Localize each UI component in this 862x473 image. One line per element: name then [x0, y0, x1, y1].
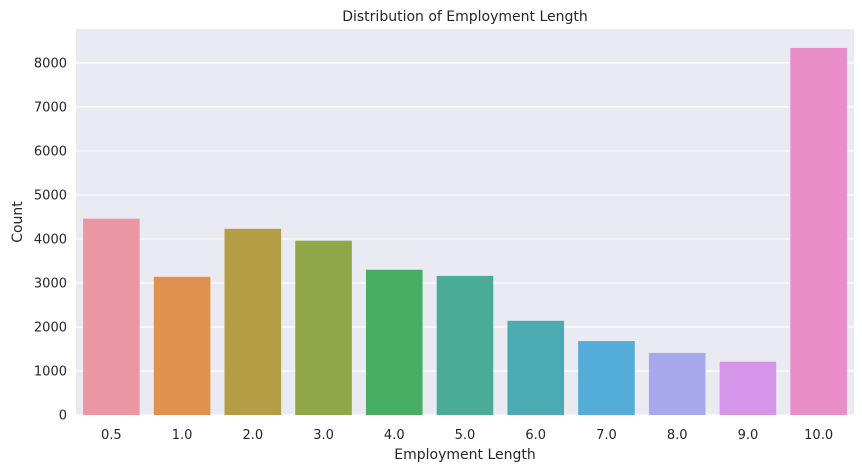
- x-tick-label-0.5: 0.5: [101, 428, 122, 443]
- bar-9.0: [719, 361, 777, 415]
- x-tick-label-2.0: 2.0: [242, 428, 263, 443]
- x-axis-label: Employment Length: [394, 447, 535, 463]
- bar-7.0: [578, 341, 635, 415]
- bar-2.0: [224, 228, 282, 415]
- y-tick-labels: 0 1000 2000 3000 4000 5000 6000 7000 8000: [34, 56, 67, 423]
- y-axis-label: Count: [10, 201, 26, 243]
- x-tick-label-8.0: 8.0: [667, 428, 688, 443]
- bar-0.5: [83, 218, 140, 415]
- x-tick-label-9.0: 9.0: [738, 428, 759, 443]
- chart-title: Distribution of Employment Length: [342, 9, 588, 25]
- bar-5.0: [436, 275, 494, 415]
- y-tick-label-6: 6000: [34, 144, 67, 159]
- y-tick-label-1: 1000: [34, 364, 67, 379]
- x-tick-label-7.0: 7.0: [596, 428, 617, 443]
- x-tick-labels: 0.5 1.0 2.0 3.0 4.0 5.0 6.0 7.0 8.0 9.0 10.0: [101, 428, 833, 443]
- y-tick-label-8: 8000: [34, 56, 67, 71]
- x-tick-label-10.0: 10.0: [804, 428, 833, 443]
- y-tick-label-2: 2000: [34, 320, 67, 335]
- x-tick-label-5.0: 5.0: [455, 428, 476, 443]
- bar-8.0: [648, 352, 706, 415]
- bar-4.0: [365, 269, 423, 415]
- y-tick-label-5: 5000: [34, 188, 67, 203]
- y-tick-label-7: 7000: [34, 100, 67, 115]
- x-tick-label-1.0: 1.0: [172, 428, 193, 443]
- y-tick-label-3: 3000: [34, 276, 67, 291]
- y-tick-label-0: 0: [59, 409, 67, 424]
- bars: [83, 47, 847, 416]
- bar-6.0: [507, 320, 565, 415]
- x-tick-label-3.0: 3.0: [313, 428, 334, 443]
- bar-10.0: [790, 47, 847, 416]
- bar-3.0: [295, 240, 352, 415]
- y-tick-label-4: 4000: [34, 232, 67, 247]
- x-tick-label-6.0: 6.0: [525, 428, 546, 443]
- bar-1.0: [153, 276, 211, 415]
- x-tick-label-4.0: 4.0: [384, 428, 405, 443]
